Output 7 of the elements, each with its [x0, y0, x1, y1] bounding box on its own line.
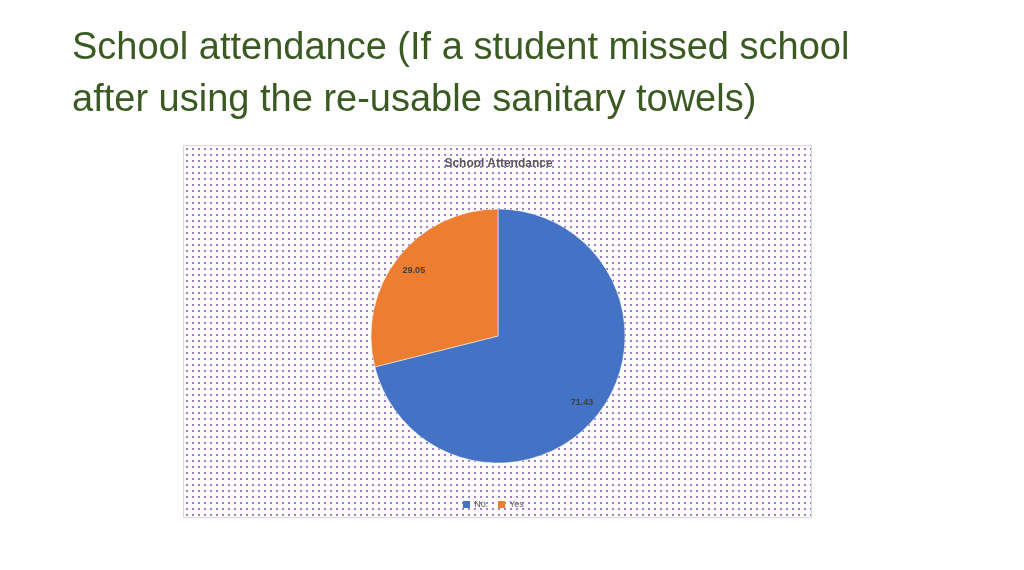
chart-title: School attendance (If a student missed school after using the re-usable sanitary towels)	[72, 24, 851, 121]
data-label: 29.05	[402, 265, 426, 276]
legend-label: No.	[474, 499, 489, 509]
data-label: 71.43	[570, 396, 594, 407]
legend-label: Yes	[509, 499, 524, 509]
pie-slice	[374, 208, 626, 464]
chart-subtitle: School Attendance	[443, 156, 554, 170]
